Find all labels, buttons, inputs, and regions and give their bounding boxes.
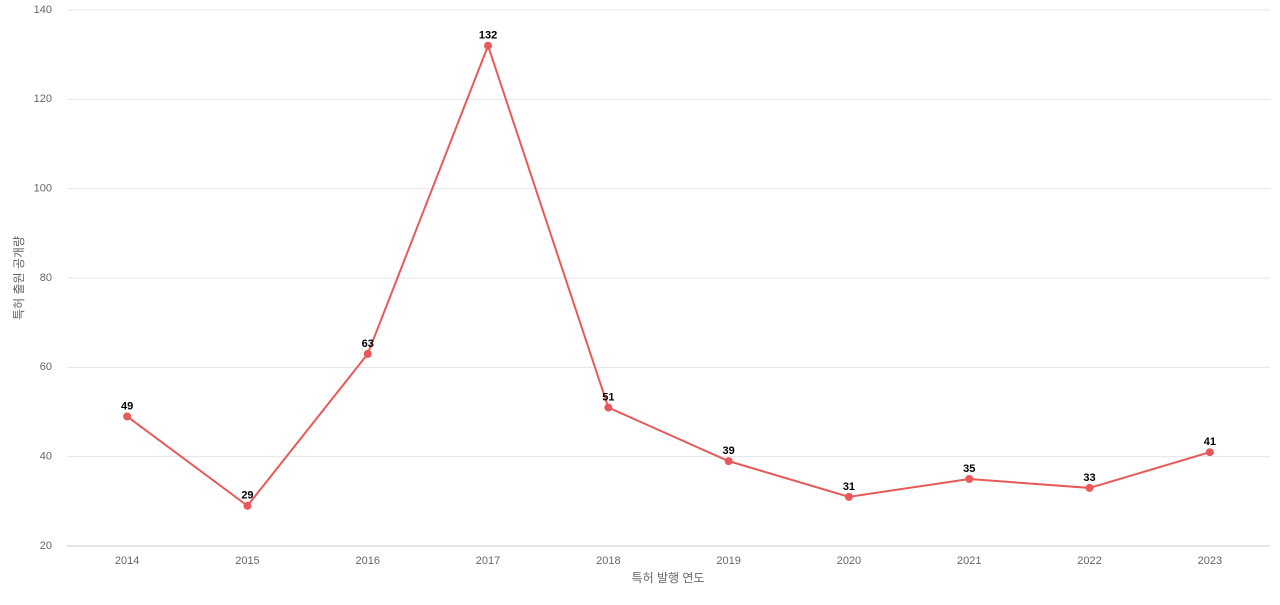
x-tick-label: 2020 <box>837 555 861 567</box>
x-tick-label: 2019 <box>716 555 740 567</box>
point <box>965 475 974 483</box>
point <box>1085 483 1094 492</box>
x-tick-label: 2014 <box>115 555 139 567</box>
value-label: 63 <box>362 338 374 350</box>
point <box>604 403 613 412</box>
x-axis-label: 특허 발행 연도 <box>632 570 705 585</box>
line <box>126 42 1211 508</box>
y-tick-label: 140 <box>34 4 52 16</box>
value-label: 29 <box>241 490 253 502</box>
point <box>844 492 853 501</box>
value-label: 51 <box>602 391 614 403</box>
point <box>724 457 733 466</box>
value-label: 31 <box>843 481 855 493</box>
point <box>363 349 372 358</box>
x-tick-label: 2015 <box>235 555 259 567</box>
y-tick-label: 20 <box>40 540 52 552</box>
point <box>243 501 252 510</box>
y-tick-label: 80 <box>40 272 52 284</box>
value-label: 132 <box>479 30 497 42</box>
value-label: 35 <box>963 463 975 475</box>
x-tick-label: 2022 <box>1077 555 1101 567</box>
x-tick-label: 2021 <box>957 555 981 567</box>
x-tick-label: 2016 <box>356 555 380 567</box>
x-tick-label: 2018 <box>596 555 620 567</box>
point <box>1205 448 1214 457</box>
x-tick-label: 2017 <box>476 555 500 567</box>
point <box>123 412 132 421</box>
y-tick-label: 100 <box>34 183 52 195</box>
y-axis-label: 특허 출원 공개량 <box>12 236 26 320</box>
y-tick-label: 60 <box>40 361 52 373</box>
value-label: 33 <box>1083 472 1095 484</box>
value-label: 41 <box>1204 436 1216 448</box>
value-label: 49 <box>121 400 133 412</box>
x-tick-label: 2023 <box>1198 555 1222 567</box>
y-tick-label: 120 <box>34 93 52 105</box>
value-label: 39 <box>723 445 735 457</box>
y-tick-label: 40 <box>40 451 52 463</box>
point <box>484 41 493 50</box>
